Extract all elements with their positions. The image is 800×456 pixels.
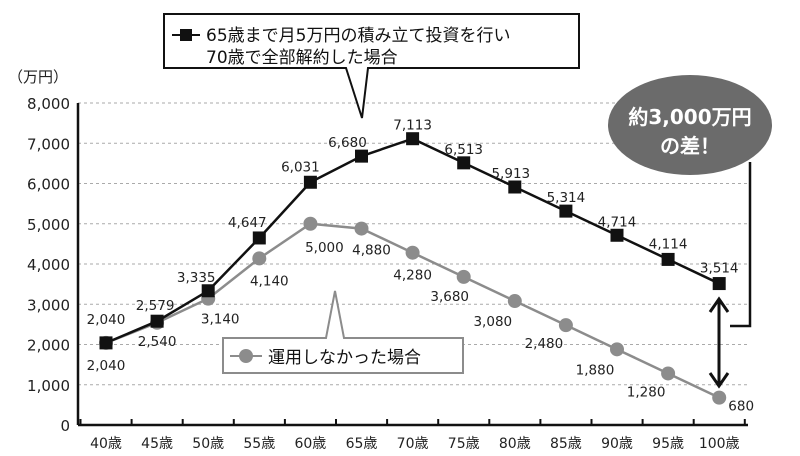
data-point-square — [610, 228, 624, 242]
x-tick-label: 60歳 — [294, 436, 326, 452]
data-point-circle — [507, 294, 522, 309]
data-point-circle — [354, 221, 369, 236]
legend-label-investment-line2: 70歳で全部解約した場合 — [206, 48, 398, 68]
x-tick-label: 40歳 — [90, 436, 122, 452]
data-label: 1,880 — [576, 362, 615, 378]
data-label: 5,913 — [491, 166, 530, 182]
legend-label-investment-line1: 65歳まで月5万円の積み立て投資を行い — [206, 26, 510, 46]
y-axis-unit-label: （万円） — [8, 68, 68, 86]
data-label: 5,314 — [547, 190, 586, 206]
data-point-square — [712, 277, 726, 291]
data-point-circle — [610, 342, 624, 357]
data-label: 6,031 — [281, 159, 320, 175]
x-tick-label: 85歳 — [550, 436, 582, 452]
y-tick-label: 0 — [60, 417, 70, 435]
data-point-circle — [661, 366, 676, 381]
series-line-0 — [105, 137, 720, 345]
data-label: 6,513 — [444, 142, 483, 158]
data-label: 5,000 — [305, 240, 344, 256]
data-label: 6,680 — [328, 135, 367, 151]
data-label: 4,647 — [228, 215, 267, 231]
y-tick-label: 3,000 — [27, 296, 70, 314]
data-point-square — [201, 284, 215, 298]
x-tick-label: 75歳 — [448, 436, 480, 452]
y-tick-label: 4,000 — [27, 256, 70, 274]
data-point-square — [508, 180, 522, 194]
data-label: 3,080 — [473, 314, 512, 330]
y-tick-label: 8,000 — [27, 95, 70, 113]
data-label: 3,140 — [201, 312, 240, 328]
y-tick-label: 6,000 — [27, 176, 70, 194]
data-label: 680 — [728, 399, 754, 415]
data-label: 2,040 — [87, 312, 126, 328]
y-tick-label: 2,000 — [27, 337, 70, 355]
data-label: 4,140 — [250, 273, 289, 289]
data-point-square — [150, 314, 164, 328]
difference-bubble — [608, 75, 772, 175]
x-tick-label: 90歳 — [601, 436, 633, 452]
data-point-square — [303, 175, 317, 189]
legend-label-no-investment: 運用しなかった場合 — [268, 348, 421, 368]
data-point-circle — [303, 216, 318, 231]
data-label: 3,335 — [177, 270, 216, 286]
difference-text-line1: 約3,000万円 — [628, 105, 751, 129]
data-point-circle — [712, 390, 727, 405]
y-tick-label: 5,000 — [27, 216, 70, 234]
legend-callout-investment: 65歳まで月5万円の積み立て投資を行い 70歳で全部解約した場合 — [163, 13, 580, 119]
data-point-square — [457, 156, 471, 170]
x-tick-label: 80歳 — [499, 436, 531, 452]
x-tick-label: 100歳 — [699, 436, 740, 452]
data-label: 4,880 — [352, 243, 391, 259]
x-tick-label: 70歳 — [397, 436, 429, 452]
difference-annotation: 約3,000万円 の差！ — [608, 75, 772, 389]
data-point-square — [559, 204, 573, 218]
data-label: 1,280 — [627, 384, 666, 400]
data-point-square — [406, 132, 420, 146]
x-tick-label: 65歳 — [346, 436, 378, 452]
data-label: 2,540 — [138, 334, 177, 350]
y-tick-label: 7,000 — [27, 135, 70, 153]
x-tick-label: 45歳 — [141, 436, 173, 452]
data-point-square — [252, 231, 266, 245]
data-label: 3,514 — [700, 261, 739, 277]
data-point-circle — [456, 269, 471, 284]
data-label: 2,040 — [87, 358, 126, 374]
x-tick-label: 55歳 — [243, 436, 275, 452]
x-tick-label: 50歳 — [192, 436, 224, 452]
data-point-square — [661, 252, 675, 266]
data-label: 4,114 — [649, 236, 688, 252]
data-point-circle — [558, 318, 573, 333]
y-tick-label: 1,000 — [27, 377, 70, 395]
data-label: 4,280 — [393, 268, 432, 284]
data-label: 4,714 — [598, 214, 637, 230]
legend-callout-no-investment: 運用しなかった場合 — [222, 290, 464, 374]
data-label: 3,680 — [430, 289, 469, 305]
data-point-square — [355, 149, 368, 163]
circle-marker-icon — [239, 349, 253, 363]
data-label: 2,480 — [525, 336, 564, 352]
data-label: 2,579 — [136, 298, 175, 314]
data-point-circle — [405, 245, 420, 260]
double-arrow-icon — [708, 296, 730, 389]
data-point-square — [99, 336, 113, 350]
data-label: 7,113 — [393, 118, 432, 134]
square-marker-icon — [180, 29, 192, 41]
x-tick-label: 95歳 — [652, 436, 684, 452]
data-point-circle — [252, 251, 267, 266]
difference-text-line2: の差！ — [660, 134, 720, 158]
